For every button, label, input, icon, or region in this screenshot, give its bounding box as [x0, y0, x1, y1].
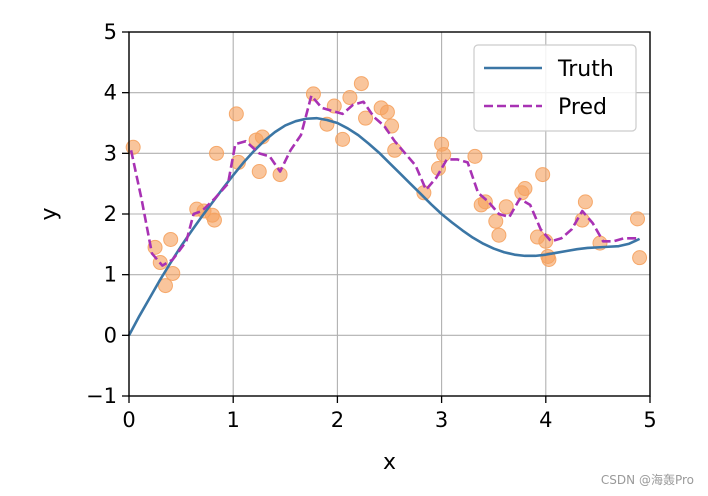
data-point: [379, 104, 395, 120]
data-point: [342, 90, 358, 106]
data-point: [498, 199, 514, 215]
data-point: [209, 145, 225, 161]
data-point: [467, 148, 483, 164]
y-tick-label: 3: [104, 141, 117, 165]
watermark: CSDN @海轰Pro: [600, 473, 694, 487]
data-point: [353, 76, 369, 92]
scatter-points: [125, 76, 648, 294]
x-tick-label: 4: [539, 408, 552, 432]
y-axis-label: y: [37, 207, 62, 220]
data-point: [387, 142, 403, 158]
data-point: [535, 167, 551, 183]
data-point: [335, 131, 351, 147]
data-point: [272, 167, 288, 183]
data-point: [632, 250, 648, 266]
x-tick-label: 3: [435, 408, 448, 432]
data-point: [491, 227, 507, 243]
data-point: [517, 181, 533, 197]
data-point: [577, 194, 593, 210]
series-line-pred: [129, 94, 638, 267]
series-lines: [127, 94, 641, 336]
y-tick-label: 4: [104, 81, 117, 105]
y-tick-label: 0: [104, 323, 117, 347]
y-tick-label: 1: [104, 263, 117, 287]
data-point: [165, 265, 181, 281]
x-tick-label: 5: [643, 408, 656, 432]
data-point: [477, 194, 493, 210]
legend-label-truth: Truth: [557, 57, 614, 82]
data-point: [251, 164, 267, 180]
data-point: [629, 211, 645, 227]
x-tick-label: 2: [331, 408, 344, 432]
x-tick-label: 0: [122, 408, 135, 432]
data-point: [488, 213, 504, 229]
x-tick-label: 1: [227, 408, 240, 432]
y-tick-label: −1: [86, 384, 117, 408]
data-point: [228, 106, 244, 122]
data-point: [206, 212, 222, 228]
legend-label-pred: Pred: [558, 95, 607, 120]
x-axis-label: x: [383, 450, 396, 475]
data-point: [358, 110, 374, 126]
y-tick-label: 2: [104, 202, 117, 226]
legend-box: [473, 44, 637, 132]
data-point: [163, 231, 179, 247]
data-point: [157, 278, 173, 294]
data-point: [125, 139, 141, 155]
data-point: [305, 86, 321, 102]
y-tick-label: 5: [104, 20, 117, 44]
data-point: [147, 239, 163, 255]
series-line-truth: [127, 116, 641, 336]
data-point: [436, 147, 452, 163]
legend: Truth Pred: [473, 44, 637, 132]
